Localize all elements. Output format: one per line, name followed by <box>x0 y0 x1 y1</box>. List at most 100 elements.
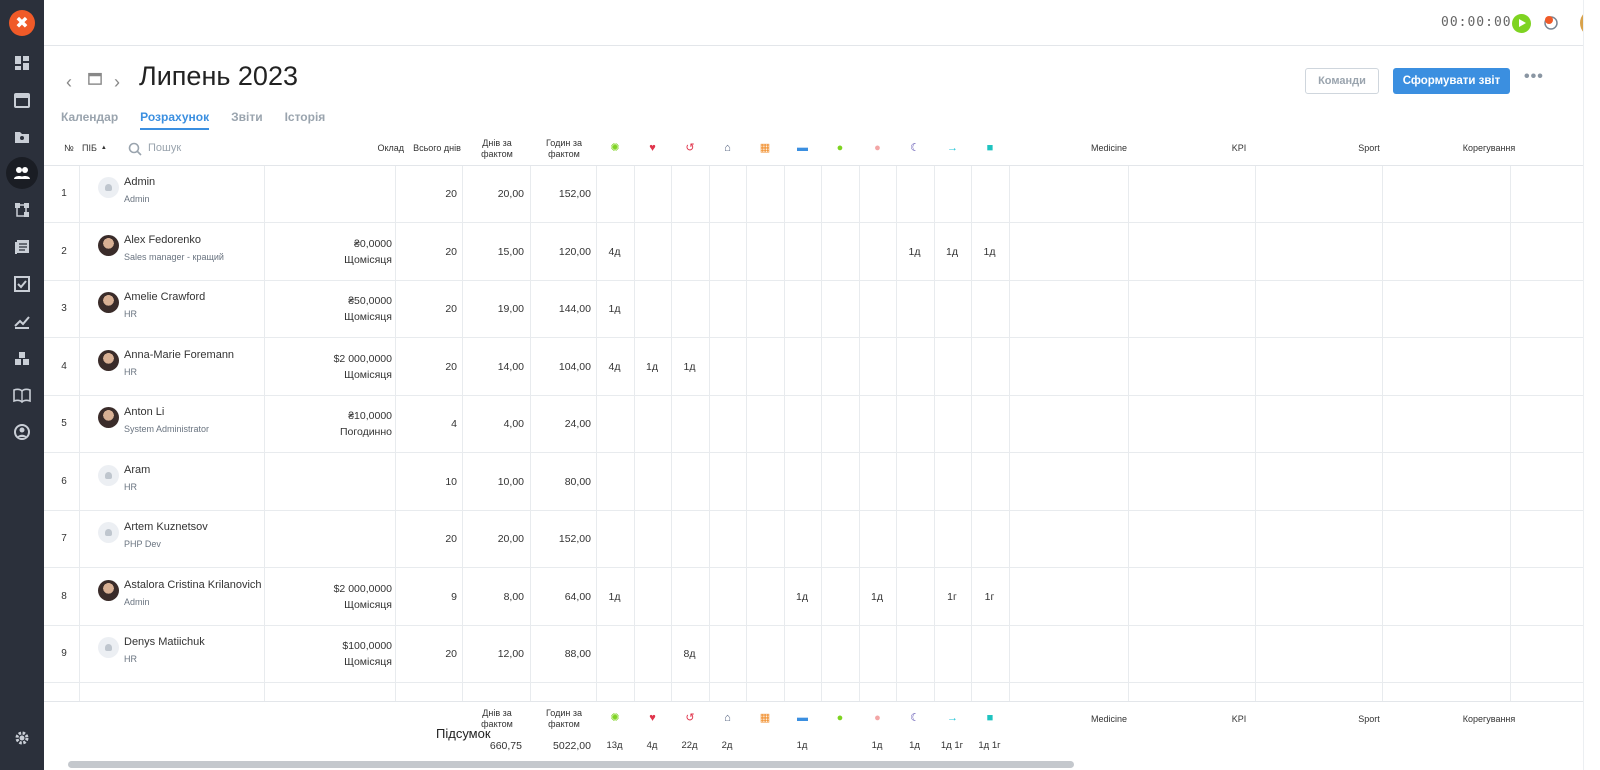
total-days: 20 <box>445 360 457 373</box>
absence-cell[interactable]: 1д <box>796 590 808 603</box>
personal-icon: ● <box>874 141 881 154</box>
chat-icon[interactable] <box>1542 14 1560 32</box>
table-row[interactable]: 9 Denys Matiichuk HR $100,0000 Щомісяця 20 12,… <box>44 626 1583 683</box>
tab-history[interactable]: Історія <box>284 110 326 124</box>
absence-cell[interactable]: 1д <box>908 245 921 258</box>
table-row[interactable]: 5 Anton Li System Administrator ₴10,0000 Пог… <box>44 396 1583 453</box>
generate-report-button[interactable]: Сформувати звіт <box>1393 68 1510 94</box>
table-row[interactable]: 7 Artem Kuznetsov PHP Dev 20 20,00 152,00 <box>44 511 1583 568</box>
documents-icon[interactable] <box>0 231 44 263</box>
workflow-icon[interactable] <box>0 194 44 226</box>
square-icon: ■ <box>986 141 994 154</box>
salary-amount: $100,0000 <box>342 640 392 652</box>
sidebar: ✖ <box>0 0 44 770</box>
hours-fact: 64,00 <box>564 590 591 603</box>
folder-user-icon[interactable] <box>0 121 44 153</box>
employee-role: HR <box>124 366 137 377</box>
salary-period: Щомісяця <box>344 311 392 323</box>
absence-cell[interactable]: 1д <box>871 590 883 603</box>
absence-cell[interactable]: 8д <box>683 648 696 660</box>
salary-amount: ₴50,0000 <box>348 295 392 307</box>
calendar-icon[interactable] <box>0 84 44 116</box>
employee-name[interactable]: Aram <box>124 463 151 476</box>
absence-cell[interactable]: 1д <box>608 303 621 315</box>
vertical-scrollbar[interactable] <box>1583 0 1600 770</box>
tab-reports[interactable]: Звіти <box>231 110 263 124</box>
summary-col-correction: Корегування <box>1462 713 1516 724</box>
play-timer-icon[interactable] <box>1512 14 1531 33</box>
grid-line <box>1382 166 1383 701</box>
absence-cell[interactable]: 1д <box>946 245 958 258</box>
grid-line <box>934 166 935 701</box>
grid-line <box>896 166 897 701</box>
employee-name[interactable]: Amelie Crawford <box>124 291 206 303</box>
row-number: 5 <box>61 418 67 429</box>
timer-display: 00:00:00 <box>1441 15 1512 30</box>
employee-name[interactable]: Alex Fedorenko <box>124 233 202 246</box>
more-options-button[interactable]: ••• <box>1524 68 1544 85</box>
summary-day-off-icon: ↺ <box>685 711 695 724</box>
day-off-icon: ↺ <box>685 141 695 154</box>
table-row[interactable]: 2 Alex Fedorenko Sales manager - кращий ₴0,… <box>44 224 1583 281</box>
grid-line <box>746 166 747 701</box>
tabs: Календар Розрахунок Звіти Історія <box>61 110 347 130</box>
calendar-picker-icon[interactable] <box>88 71 104 87</box>
absence-cell[interactable]: 4д <box>608 360 621 373</box>
boxes-icon[interactable] <box>0 342 44 374</box>
table-row[interactable]: 1 Admin Admin 20 20,00 152,00 <box>44 166 1583 223</box>
next-month-icon[interactable]: › <box>114 72 120 92</box>
tasks-icon[interactable] <box>0 268 44 300</box>
table-row[interactable]: 4 Anna-Marie Foremann HR $2 000,0000 Щомісяц… <box>44 339 1583 396</box>
employee-name[interactable]: Admin <box>124 176 156 188</box>
summary-square-icon: ■ <box>986 711 994 724</box>
summary-absence-value: 1д <box>909 740 920 751</box>
salary-period: Щомісяця <box>344 253 392 266</box>
absence-cell[interactable]: 1д <box>646 360 658 373</box>
table-row[interactable]: 8 Astalora Cristina Krilanovich Admin $2 00… <box>44 569 1583 626</box>
absence-cell[interactable]: 1д <box>683 360 696 373</box>
col-salary: Оклад <box>377 143 404 153</box>
summary-absence-value: 22д <box>681 740 698 751</box>
book-icon[interactable] <box>0 379 44 411</box>
summary-col-kpi: KPI <box>1231 713 1247 724</box>
summary-col-hours-fact: Годин за фактом <box>546 708 582 729</box>
employee-role: HR <box>124 309 137 319</box>
absence-cell[interactable]: 1г <box>947 590 957 603</box>
absence-cell[interactable]: 1д <box>608 590 621 603</box>
tab-calculation[interactable]: Розрахунок <box>140 110 210 130</box>
table-row[interactable]: 3 Amelie Crawford HR ₴50,0000 Щомісяця 20 19,0… <box>44 281 1583 338</box>
grid-line <box>634 166 635 701</box>
salary-period: Щомісяця <box>344 656 392 668</box>
summary-hours-value: 5022,00 <box>553 740 591 752</box>
prev-month-icon[interactable]: ‹ <box>66 72 72 92</box>
col-name[interactable]: ПІБ ▲ <box>82 131 107 166</box>
search-input[interactable]: Пошук <box>148 142 182 154</box>
table-row[interactable]: 6 Aram HR 10 10,00 80,00 <box>44 454 1583 511</box>
employee-role: HR <box>124 654 137 664</box>
horizontal-scrollbar[interactable] <box>68 761 1074 768</box>
employee-name[interactable]: Artem Kuznetsov <box>124 521 208 533</box>
absence-cell[interactable]: 1д <box>983 245 996 258</box>
teams-button[interactable]: Команди <box>1305 68 1379 94</box>
app-logo[interactable]: ✖ <box>9 10 35 36</box>
summary-business-trip-icon: ▬ <box>797 711 808 724</box>
avatar <box>98 177 119 198</box>
dashboard-icon[interactable] <box>0 47 44 79</box>
profile-icon[interactable] <box>0 416 44 448</box>
employee-name[interactable]: Anna-Marie Foremann <box>124 348 235 361</box>
absence-cell[interactable]: 1г <box>984 590 995 603</box>
employee-role: System Administrator <box>124 424 210 434</box>
page-header: ‹ › Липень 2023 Команди Сформувати звіт … <box>44 46 1583 130</box>
col-medicine: Medicine <box>1090 143 1128 153</box>
people-icon[interactable] <box>0 157 44 189</box>
analytics-icon[interactable] <box>0 305 44 337</box>
search-field[interactable]: Пошук <box>128 131 248 166</box>
employee-name[interactable]: Denys Matiichuk <box>124 636 205 648</box>
grid-line <box>1255 166 1256 701</box>
settings-icon[interactable] <box>0 722 44 754</box>
absence-cell[interactable]: 4д <box>608 245 621 258</box>
employee-name[interactable]: Anton Li <box>124 406 165 418</box>
days-fact: 8,00 <box>503 590 524 603</box>
employee-name[interactable]: Astalora Cristina Krilanovich <box>124 578 262 591</box>
tab-calendar[interactable]: Календар <box>61 110 119 124</box>
